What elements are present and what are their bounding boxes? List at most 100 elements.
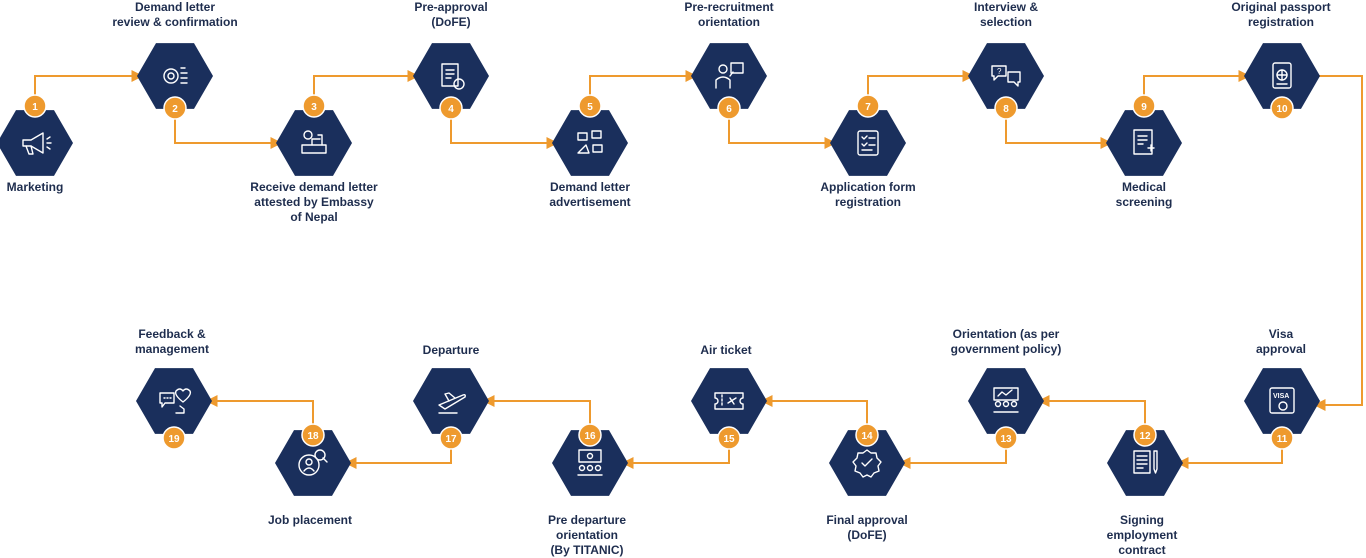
connector-14-to-15: [760, 395, 868, 435]
step-12-label: Signing employment contract: [1057, 513, 1227, 558]
step-9-label: Medical screening: [1059, 180, 1229, 210]
step-9-hexagon: [1106, 110, 1182, 176]
step-7-badge: 7: [856, 94, 880, 118]
step-3-badge: 3: [302, 94, 326, 118]
step-5-label-line: Demand letter: [549, 180, 631, 194]
step-9-label-line: screening: [1115, 195, 1173, 209]
connector-6-to-7: [728, 108, 837, 149]
step-16-label: Pre departure orientation (By TITANIC): [502, 513, 672, 558]
step-8-label: Interview & selection: [921, 0, 1091, 30]
step-13-label-line: Orientation (as per: [952, 327, 1060, 341]
connector-17-to-18: [344, 438, 452, 469]
step-11-label-line: Visa: [1268, 327, 1294, 341]
verified-badge-icon: [852, 449, 882, 478]
step-12-hexagon: [1107, 430, 1183, 496]
visa-icon: VISA: [1269, 387, 1295, 414]
step-8-number: 8: [1003, 104, 1009, 115]
step-5: 5: [552, 94, 628, 176]
checklist-icon: [857, 130, 879, 156]
passport-icon: [1272, 62, 1292, 89]
step-2-label-line: review & confirmation: [112, 15, 238, 29]
step-2-badge: 2: [163, 96, 187, 120]
step-16: 16: [552, 423, 628, 496]
step-5-hexagon: [552, 110, 628, 176]
step-6-label-line: Pre-recruitment: [684, 0, 774, 14]
connector-2-to-3: [174, 108, 283, 149]
step-6-badge: 6: [717, 96, 741, 120]
step-4-label-line: (DoFE): [431, 15, 471, 29]
step-18-label: Job placement: [225, 513, 395, 528]
step-18-number: 18: [307, 431, 319, 442]
step-7-hexagon: [830, 110, 906, 176]
step-4-number: 4: [448, 104, 454, 115]
chat-bubbles-icon: ?: [991, 65, 1021, 87]
step-10-label-line: Original passport: [1231, 0, 1331, 14]
step-6-label: Pre-recruitment orientation: [644, 0, 814, 30]
step-1: 1: [0, 94, 73, 176]
job-search-icon: [298, 449, 328, 476]
step-12: 12: [1107, 423, 1183, 496]
connector-1-to-2: [34, 70, 144, 106]
connector-13-to-14: [898, 438, 1007, 469]
step-17-label: Departure: [366, 343, 536, 358]
step-13-badge: 13: [994, 426, 1018, 450]
step-1-badge: 1: [23, 94, 47, 118]
step-1-hexagon: [0, 110, 73, 176]
step-11-label: Visa approval: [1196, 327, 1366, 357]
step-12-label-line: contract: [1118, 543, 1166, 557]
step-14-label: Final approval (DoFE): [782, 513, 952, 543]
step-1-label-line: Marketing: [6, 180, 64, 194]
step-9-badge: 9: [1132, 94, 1156, 118]
presenter-icon: [715, 62, 744, 89]
step-7-label-line: Application form: [820, 180, 916, 194]
step-13-label-line: government policy): [950, 342, 1062, 356]
step-10-number: 10: [1276, 104, 1288, 115]
step-3-label-line: of Nepal: [290, 210, 338, 224]
step-14: 14: [829, 423, 905, 496]
step-4-label-line: Pre-approval: [414, 0, 488, 14]
step-19-label-line: Feedback &: [138, 327, 206, 341]
step-8: ?8: [968, 43, 1044, 120]
step-13-number: 13: [1000, 434, 1012, 445]
step-1-label: Marketing: [0, 180, 70, 195]
step-12-badge: 12: [1133, 423, 1157, 447]
connector-8-to-9: [1005, 108, 1113, 149]
step-16-badge: 16: [578, 423, 602, 447]
svg-text:VISA: VISA: [1273, 393, 1289, 400]
step-11-label-line: approval: [1255, 342, 1306, 356]
step-15-number: 15: [723, 434, 735, 445]
step-4-hexagon: [413, 43, 489, 109]
step-15-badge: 15: [717, 426, 741, 450]
step-15: 15: [691, 368, 767, 450]
step-4-badge: 4: [439, 96, 463, 120]
step-12-label-line: employment: [1106, 528, 1178, 542]
step-14-label-line: Final approval: [826, 513, 908, 527]
step-9: 9: [1106, 94, 1182, 176]
step-5-label-line: advertisement: [549, 195, 631, 209]
step-3-number: 3: [311, 102, 317, 113]
step-19-label-line: management: [134, 342, 210, 356]
step-5-number: 5: [587, 102, 593, 113]
step-12-number: 12: [1139, 431, 1151, 442]
step-18-label-line: Job placement: [267, 513, 353, 527]
connector-12-to-13: [1037, 395, 1146, 435]
step-3: 3: [276, 94, 352, 176]
connector-5-to-6: [589, 70, 698, 106]
step-8-label-line: selection: [979, 15, 1033, 29]
step-17: 17: [413, 368, 489, 450]
review-icon: [163, 67, 188, 84]
step-14-label-line: (DoFE): [847, 528, 887, 542]
step-11: VISA 11: [1244, 368, 1320, 450]
step-2: 2: [137, 43, 213, 120]
step-10-badge: 10: [1270, 96, 1294, 120]
step-9-number: 9: [1141, 102, 1147, 113]
step-19-label: Feedback & management: [87, 327, 257, 357]
step-7: 7: [830, 94, 906, 176]
step-4-label: Pre-approval (DoFE): [366, 0, 536, 30]
step-18-hexagon: [275, 430, 351, 496]
step-10-label-line: registration: [1247, 15, 1314, 29]
step-18: 18: [275, 423, 351, 496]
step-10-label: Original passport registration: [1196, 0, 1366, 30]
document-approval-icon: [441, 63, 465, 90]
